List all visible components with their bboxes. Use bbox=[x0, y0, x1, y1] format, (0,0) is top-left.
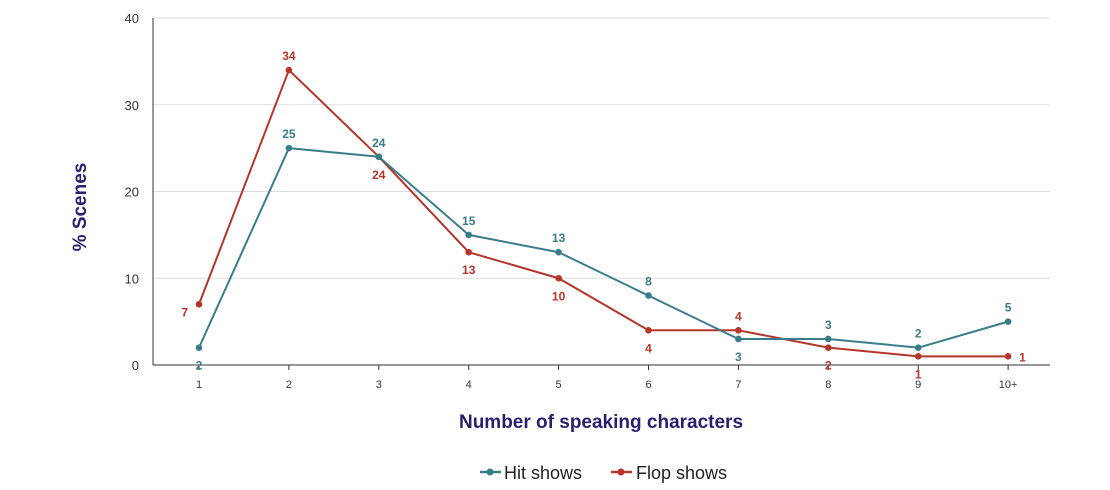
x-tick-label: 9 bbox=[915, 379, 921, 391]
data-point-hit bbox=[465, 231, 473, 239]
data-point-hit bbox=[195, 344, 203, 351]
y-axis-title: % Scenes bbox=[70, 163, 91, 252]
series-lines bbox=[198, 69, 1009, 358]
legend-marker-flop bbox=[617, 468, 625, 476]
data-label-flop: 1 bbox=[915, 367, 922, 381]
data-point-hit bbox=[645, 292, 652, 299]
data-label-flop: 2 bbox=[825, 359, 832, 373]
data-label-flop: 4 bbox=[735, 309, 742, 323]
data-label-hit: 2 bbox=[196, 359, 203, 373]
x-tick-label: 1 bbox=[196, 379, 202, 391]
data-point-hit bbox=[285, 144, 293, 152]
data-point-hit bbox=[555, 248, 562, 256]
data-label-hit: 2 bbox=[915, 327, 922, 341]
data-point-hit bbox=[1004, 318, 1012, 325]
x-tick-label: 5 bbox=[556, 379, 562, 391]
x-tick-label: 3 bbox=[376, 379, 382, 391]
data-point-hit bbox=[914, 344, 922, 351]
legend-item-hit: Hit shows bbox=[480, 463, 582, 483]
data-label-hit: 8 bbox=[645, 275, 652, 289]
data-point-flop bbox=[645, 327, 652, 334]
data-label-hit: 5 bbox=[1005, 301, 1012, 315]
legend-item-flop: Flop shows bbox=[611, 463, 727, 483]
data-point-flop bbox=[914, 353, 922, 360]
data-point-flop bbox=[285, 66, 293, 74]
x-tick-label: 8 bbox=[825, 379, 831, 391]
data-point-flop bbox=[465, 248, 473, 256]
data-label-flop: 7 bbox=[181, 305, 188, 319]
data-point-flop bbox=[195, 300, 203, 308]
data-point-hit bbox=[375, 153, 383, 161]
data-label-hit: 3 bbox=[735, 350, 742, 364]
data-label-flop: 4 bbox=[645, 341, 652, 355]
x-axis-ticks: 1 2 3 4 5 6 7 8 9 10+ bbox=[196, 365, 1017, 391]
data-point-flop bbox=[825, 344, 832, 351]
data-point-flop bbox=[1004, 353, 1012, 360]
data-label-flop: 1 bbox=[1019, 350, 1026, 364]
data-point-flop bbox=[735, 327, 742, 334]
data-point-flop bbox=[555, 274, 562, 282]
y-tick-label: 0 bbox=[132, 358, 139, 373]
data-label-hit: 24 bbox=[372, 136, 386, 150]
y-tick-label: 10 bbox=[125, 271, 139, 286]
gridlines bbox=[152, 17, 1050, 366]
x-axis-title: Number of speaking characters bbox=[459, 412, 743, 433]
x-tick-label: 10+ bbox=[999, 379, 1018, 391]
legend-label-flop: Flop shows bbox=[636, 463, 727, 483]
data-label-hit: 13 bbox=[552, 231, 566, 245]
data-label-hit: 3 bbox=[825, 318, 832, 332]
x-tick-label: 4 bbox=[466, 379, 472, 391]
data-label-flop: 10 bbox=[552, 289, 566, 303]
series-line-hit bbox=[198, 147, 1009, 349]
y-tick-label: 20 bbox=[125, 185, 139, 200]
data-label-hit: 15 bbox=[462, 214, 476, 228]
data-points bbox=[195, 66, 1012, 360]
y-tick-label: 30 bbox=[125, 98, 139, 113]
y-axis-ticks: 0 10 20 30 40 bbox=[125, 11, 139, 373]
data-label-flop: 34 bbox=[282, 49, 296, 63]
y-tick-label: 40 bbox=[125, 11, 139, 26]
x-tick-label: 7 bbox=[735, 379, 741, 391]
data-label-hit: 25 bbox=[282, 127, 296, 141]
legend-marker-hit bbox=[486, 468, 494, 476]
x-tick-label: 6 bbox=[645, 379, 651, 391]
series-line-flop bbox=[198, 69, 1009, 358]
legend: Hit shows Flop shows bbox=[480, 463, 727, 483]
data-label-flop: 24 bbox=[372, 168, 386, 182]
data-point-hit bbox=[825, 335, 832, 343]
data-label-flop: 13 bbox=[462, 263, 476, 277]
legend-label-hit: Hit shows bbox=[504, 463, 582, 483]
x-tick-label: 2 bbox=[286, 379, 292, 391]
data-point-hit bbox=[735, 335, 742, 343]
